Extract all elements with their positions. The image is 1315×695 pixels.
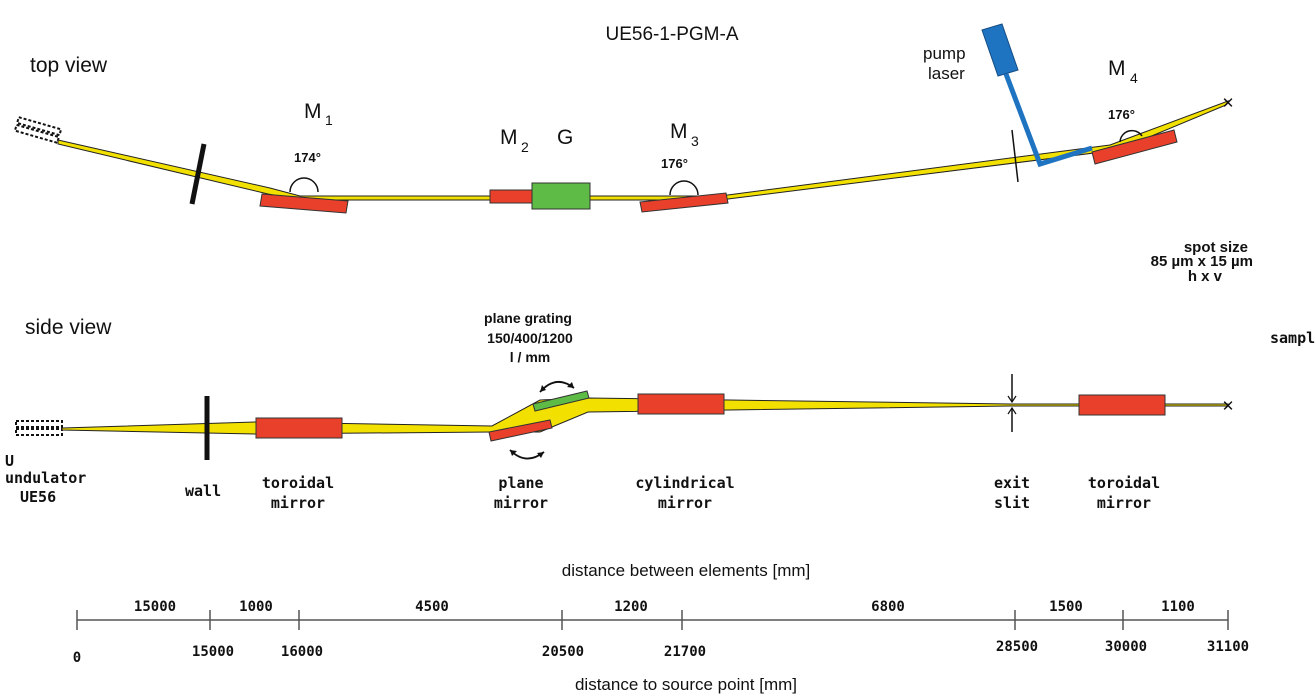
pump-laser-label-2: laser xyxy=(928,64,965,83)
distance-scale: distance between elements [mm] distance … xyxy=(73,561,1249,694)
m4-angle: 176° xyxy=(1108,107,1135,122)
side-view: side view xyxy=(5,310,1315,512)
plane-mirror-label-2: mirror xyxy=(494,494,548,512)
pump-laser-label-1: pump xyxy=(923,44,966,63)
m2-label: M xyxy=(500,126,518,149)
tick-label: 30000 xyxy=(1105,639,1147,655)
side-plane-grating xyxy=(532,390,590,412)
side-cylindrical-mirror xyxy=(637,393,725,415)
segment-label: 1500 xyxy=(1049,599,1083,615)
toroidal-mirror-1-label-1: toroidal xyxy=(262,474,334,492)
spot-size-label: spot size xyxy=(1184,239,1248,256)
segment-label: 1000 xyxy=(239,599,273,615)
tick-label: 16000 xyxy=(281,644,323,660)
m4-label: M xyxy=(1108,57,1126,80)
undulator-symbol-label: U xyxy=(5,452,14,470)
toroidal-mirror-2-label-1: toroidal xyxy=(1088,474,1160,492)
distance-source-title: distance to source point [mm] xyxy=(575,675,797,694)
wall-label: wall xyxy=(185,482,221,500)
top-mirror-m4 xyxy=(1091,129,1178,165)
grating-arrowhead-icon-2 xyxy=(540,385,546,392)
mirror-arrowhead-icon-2 xyxy=(510,450,517,456)
m3-sub: 3 xyxy=(691,133,699,149)
top-exit-slit xyxy=(1011,129,1019,183)
top-sample-marker: ✕ xyxy=(1222,95,1235,112)
grating-arrowhead-icon xyxy=(567,382,574,388)
segment-label: 1100 xyxy=(1161,599,1195,615)
distance-between-title: distance between elements [mm] xyxy=(562,561,811,580)
top-grating xyxy=(531,182,591,210)
grating-label-2: 150/400/1200 xyxy=(487,330,573,346)
tick-label: 0 xyxy=(73,650,81,666)
m1-sub: 1 xyxy=(325,112,333,128)
m3-angle-arc xyxy=(669,180,699,196)
spot-size-hv: h x v xyxy=(1188,268,1223,285)
side-plane-mirror xyxy=(488,419,553,442)
top-mirror-m2 xyxy=(489,189,535,204)
segment-label: 4500 xyxy=(415,599,449,615)
m1-label: M xyxy=(304,100,322,123)
side-exit-slit xyxy=(1007,374,1017,432)
toroidal-mirror-1-label-2: mirror xyxy=(271,494,325,512)
exit-slit-label-2: slit xyxy=(994,494,1030,512)
m1-angle: 174° xyxy=(294,150,321,165)
spot-size-value: 85 µm x 15 µm xyxy=(1151,253,1253,270)
grating-label: G xyxy=(557,126,573,149)
pump-laser xyxy=(981,23,1093,168)
side-toroidal-mirror-2 xyxy=(1078,394,1166,416)
ue56-label: UE56 xyxy=(20,488,56,506)
cylindrical-mirror-label-2: mirror xyxy=(658,494,712,512)
segment-label: 1200 xyxy=(614,599,648,615)
undulator-label: undulator xyxy=(5,469,86,487)
tick-label: 15000 xyxy=(192,644,234,660)
side-toroidal-mirror-1 xyxy=(255,417,343,439)
scale-ticks xyxy=(76,610,1229,630)
m2-sub: 2 xyxy=(521,139,529,155)
top-wall xyxy=(189,143,207,205)
diagram-title: UE56-1-PGM-A xyxy=(605,24,738,45)
top-view: top view M 1 174° M 2 G M 3 176° xyxy=(13,23,1253,285)
mirror-arrowhead-icon xyxy=(537,452,544,458)
m3-angle: 176° xyxy=(661,156,688,171)
segment-label: 15000 xyxy=(134,599,176,615)
tick-label: 28500 xyxy=(996,639,1038,655)
top-undulator-icon xyxy=(13,115,63,145)
sample-label: sample xyxy=(1270,329,1315,347)
tick-label: 21700 xyxy=(664,644,706,660)
top-mirror-m1 xyxy=(259,193,349,214)
plane-mirror-label-1: plane xyxy=(498,474,543,492)
tick-label: 20500 xyxy=(542,644,584,660)
side-view-label: side view xyxy=(25,316,112,339)
segment-label: 6800 xyxy=(871,599,905,615)
top-mirror-m3 xyxy=(639,192,729,213)
m1-angle-arc xyxy=(289,177,319,193)
m4-sub: 4 xyxy=(1130,70,1138,86)
grating-label-1: plane grating xyxy=(484,310,572,326)
m4-angle-arc xyxy=(1119,129,1143,143)
tick-label: 31100 xyxy=(1207,639,1249,655)
top-view-label: top view xyxy=(30,54,108,77)
toroidal-mirror-2-label-2: mirror xyxy=(1097,494,1151,512)
side-undulator-icon xyxy=(15,420,63,436)
top-beam xyxy=(57,100,1230,201)
m3-label: M xyxy=(670,120,688,143)
exit-slit-label-1: exit xyxy=(994,474,1030,492)
grating-label-3: l / mm xyxy=(510,349,550,365)
cylindrical-mirror-label-1: cylindrical xyxy=(635,474,734,492)
side-sample-marker: ✕ xyxy=(1222,398,1235,415)
